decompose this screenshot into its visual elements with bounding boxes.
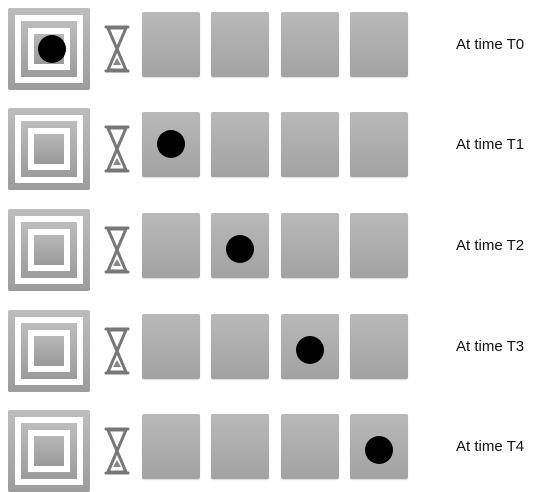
slot-box [211, 414, 269, 479]
hourglass-icon [104, 226, 130, 274]
concentric-square-icon [8, 410, 90, 492]
time-label: At time T0 [456, 36, 525, 53]
concentric-square-icon [8, 108, 90, 190]
slot-box [281, 213, 339, 278]
time-label: At time T3 [456, 338, 525, 355]
slot-box [281, 314, 339, 379]
token-dot [296, 336, 324, 364]
hourglass-icon [104, 25, 130, 73]
slot-box [350, 112, 408, 177]
token-dot [226, 235, 254, 263]
concentric-square-icon [8, 209, 90, 291]
slot-box [211, 112, 269, 177]
timeline-row: At time T4 [0, 410, 544, 492]
slot-box [142, 12, 200, 77]
slot-box [350, 213, 408, 278]
slot-box [350, 414, 408, 479]
slot-box [281, 12, 339, 77]
timeline-row: At time T2 [0, 209, 544, 291]
slot-box [142, 112, 200, 177]
slot-box [142, 213, 200, 278]
hourglass-icon [104, 327, 130, 375]
slot-box [211, 213, 269, 278]
slot-box [211, 12, 269, 77]
time-label: At time T1 [456, 136, 525, 153]
slot-box [281, 414, 339, 479]
slot-box [142, 414, 200, 479]
time-label: At time T2 [456, 237, 525, 254]
hourglass-icon [104, 427, 130, 475]
concentric-square-icon [8, 310, 90, 392]
timeline-row: At time T0 [0, 8, 544, 90]
hourglass-icon [104, 125, 130, 173]
token-dot [365, 436, 393, 464]
slot-box [281, 112, 339, 177]
concentric-square-icon [8, 8, 90, 90]
timeline-row: At time T1 [0, 108, 544, 190]
time-label: At time T4 [456, 438, 525, 455]
slot-box [142, 314, 200, 379]
slot-box [350, 12, 408, 77]
slot-box [350, 314, 408, 379]
token-dot [157, 130, 185, 158]
timeline-row: At time T3 [0, 310, 544, 392]
slot-box [211, 314, 269, 379]
token-dot [38, 35, 66, 63]
